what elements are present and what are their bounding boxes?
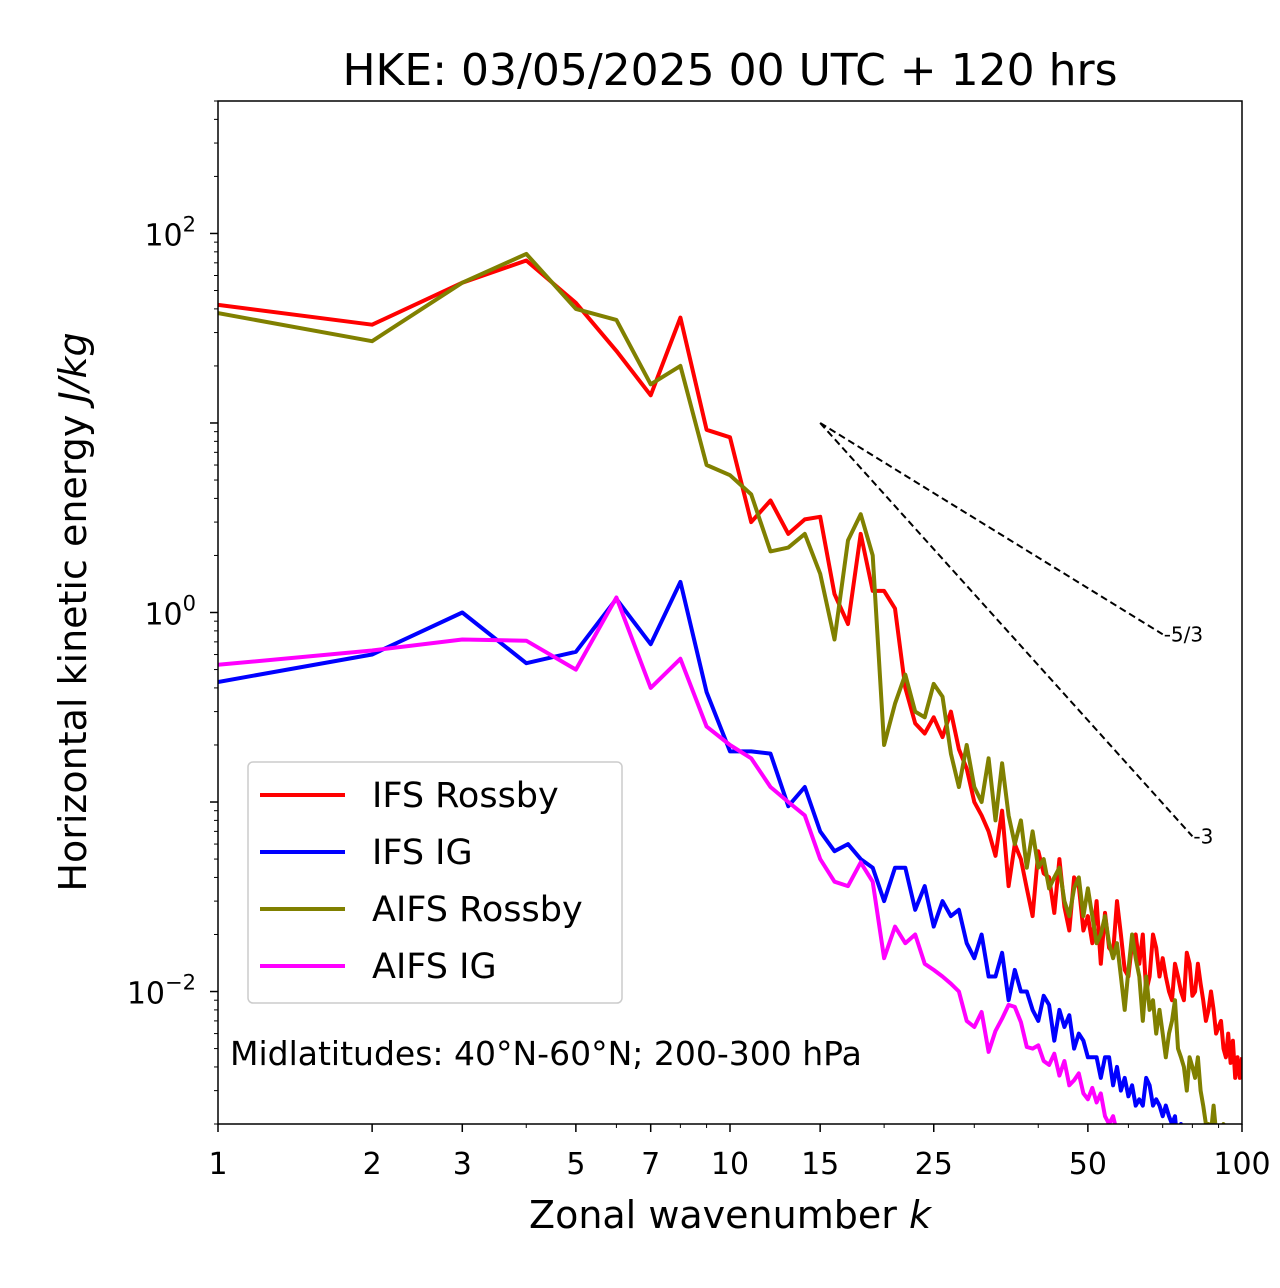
x-axis-title-variable: k — [909, 1193, 933, 1237]
x-tick-label: 3 — [453, 1147, 472, 1182]
series-line-ifs-ig — [218, 579, 1184, 1124]
region-annotation: Midlatitudes: 40°N-60°N; 200-300 hPa — [230, 1034, 862, 1073]
y-axis-title-unit: J/kg — [51, 332, 95, 409]
legend: IFS Rossby IFS IG AIFS Rossby AIFS IG — [247, 761, 623, 1004]
x-axis-title: Zonal wavenumber k — [529, 1193, 933, 1237]
series-line-ifs-rossby — [218, 258, 1242, 1080]
legend-label: IFS IG — [372, 833, 473, 873]
x-axis-ticks: 1 2 3 5 7 10 15 25 50 100 — [208, 1124, 1271, 1182]
x-tick-label: 50 — [1069, 1147, 1107, 1182]
reference-slope-line — [819, 422, 1194, 837]
y-axis-title: Horizontal kinetic energy J/kg — [51, 332, 95, 891]
reference-slopes: -5/3 -3 — [819, 422, 1213, 848]
y-axis-title-text: Horizontal kinetic energy — [51, 415, 95, 892]
x-tick-label: 1 — [208, 1147, 227, 1182]
reference-slope-line — [819, 422, 1164, 636]
legend-label: AIFS IG — [372, 947, 497, 987]
reference-slope-label: -5/3 — [1164, 622, 1203, 646]
x-tick-label: 2 — [363, 1147, 382, 1182]
legend-label: IFS Rossby — [372, 776, 559, 816]
legend-box — [247, 761, 623, 1004]
x-tick-label: 10 — [711, 1147, 749, 1182]
plot-frame — [217, 100, 1243, 1125]
series-line-aifs-rossby — [218, 251, 1226, 1124]
y-tick-label: 100 — [144, 592, 196, 633]
x-tick-label: 15 — [801, 1147, 839, 1182]
x-tick-label: 5 — [566, 1147, 585, 1182]
y-tick-label: 102 — [144, 212, 196, 253]
chart-title: HKE: 03/05/2025 00 UTC + 120 hrs — [342, 45, 1117, 96]
series-line-aifs-ig — [218, 595, 1117, 1124]
reference-slope-label: -3 — [1193, 824, 1213, 848]
x-tick-label: 25 — [915, 1147, 953, 1182]
legend-label: AIFS Rossby — [372, 890, 583, 930]
x-tick-label: 7 — [641, 1147, 660, 1182]
x-tick-label: 100 — [1213, 1147, 1270, 1182]
series-lines — [218, 251, 1242, 1124]
y-tick-label: 10−2 — [127, 971, 196, 1012]
x-axis-title-text: Zonal wavenumber — [529, 1193, 897, 1237]
y-axis-ticks: 102 100 10−2 — [127, 100, 218, 1125]
